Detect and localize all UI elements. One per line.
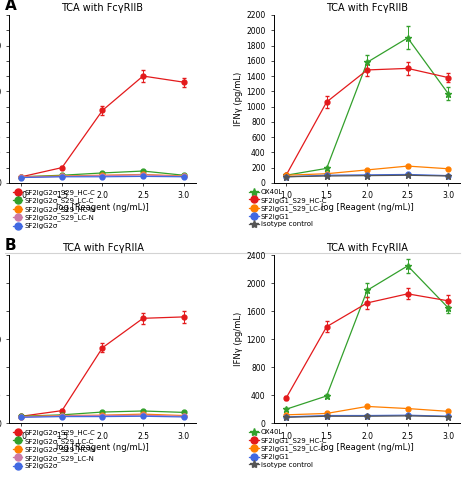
- Text: A: A: [5, 0, 16, 12]
- Legend: SF2IgG2σ_S29_HC-C, SF2IgG2σ_S29_LC-C, SF2IgG2σ_S29_HC-N, SF2IgG2σ_S29_LC-N, SF2I: SF2IgG2σ_S29_HC-C, SF2IgG2σ_S29_LC-C, SF…: [13, 189, 96, 229]
- X-axis label: log [Reagent (ng/mL)]: log [Reagent (ng/mL)]: [56, 444, 149, 452]
- Legend: OX40L, SF2IgG1_S29_HC-C, SF2IgG1_S29_LC-C, SF2IgG1, isotype control: OX40L, SF2IgG1_S29_HC-C, SF2IgG1_S29_LC-…: [249, 189, 327, 228]
- Title: TCA with FcγRIIA: TCA with FcγRIIA: [326, 243, 408, 253]
- X-axis label: log [Reagent (ng/mL)]: log [Reagent (ng/mL)]: [56, 203, 149, 212]
- Text: B: B: [5, 238, 16, 253]
- Y-axis label: IFNγ (pg/mL): IFNγ (pg/mL): [234, 72, 244, 126]
- X-axis label: log [Reagent (ng/mL)]: log [Reagent (ng/mL)]: [321, 444, 413, 452]
- Title: TCA with FcγRIIA: TCA with FcγRIIA: [61, 243, 143, 253]
- Legend: SF2IgG2σ_S29_HC-C, SF2IgG2σ_S29_LC-C, SF2IgG2σ_S29_HC-N, SF2IgG2σ_S29_LC-N, SF2I: SF2IgG2σ_S29_HC-C, SF2IgG2σ_S29_LC-C, SF…: [13, 430, 96, 470]
- X-axis label: log [Reagent (ng/mL)]: log [Reagent (ng/mL)]: [321, 203, 413, 212]
- Title: TCA with FcγRIIB: TCA with FcγRIIB: [61, 3, 144, 13]
- Legend: OX40L, SF2IgG1_S29_HC-C, SF2IgG1_S29_LC-C, SF2IgG1, isotype control: OX40L, SF2IgG1_S29_HC-C, SF2IgG1_S29_LC-…: [249, 430, 327, 468]
- Title: TCA with FcγRIIB: TCA with FcγRIIB: [326, 3, 408, 13]
- Y-axis label: IFNγ (pg/mL): IFNγ (pg/mL): [234, 312, 244, 366]
